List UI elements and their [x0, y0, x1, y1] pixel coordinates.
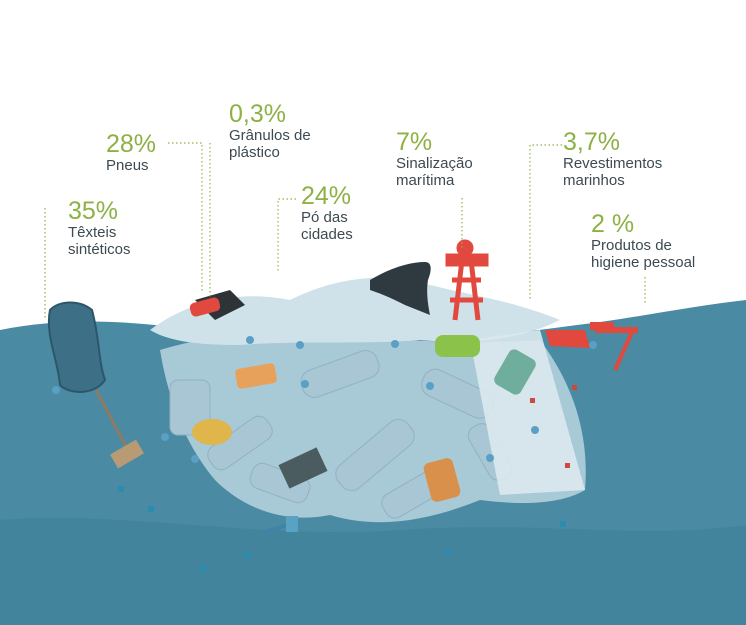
- whale-tail-icon: [370, 262, 431, 315]
- source-name: Sinalização: [396, 155, 473, 172]
- green-bottle: [494, 349, 536, 395]
- source-name-cont: cidades: [301, 226, 353, 243]
- razor-icon: [261, 516, 298, 535]
- percent-value: 3,7%: [563, 128, 620, 156]
- source-name: Grânulos de: [229, 127, 311, 144]
- buoy-icon: [445, 239, 489, 321]
- percent-value: 24%: [301, 182, 352, 210]
- source-name: Pneus: [106, 157, 149, 174]
- plastic-fragments: [118, 486, 566, 572]
- percent-value: 35%: [68, 197, 119, 225]
- source-name-cont: marítima: [396, 172, 455, 189]
- bottles: [169, 350, 513, 519]
- sea-shade: [0, 517, 746, 625]
- dark-bottle: [189, 297, 221, 317]
- percent-value: 0,3%: [229, 100, 286, 128]
- source-name: Têxteis: [68, 224, 117, 241]
- source-name: Pó das: [301, 209, 348, 226]
- source-name-cont: sintéticos: [68, 241, 131, 258]
- source-name-cont: marinhos: [563, 172, 625, 189]
- source-label-textiles: 35% Têxteis sintéticos: [68, 198, 131, 258]
- dark-box: [278, 447, 328, 489]
- source-name-cont: plástico: [229, 144, 280, 161]
- leader-coatings: [529, 144, 562, 300]
- percent-value: 2 %: [591, 210, 635, 238]
- percent-value: 7%: [396, 128, 433, 156]
- source-label-tyres: 28% Pneus: [106, 131, 156, 174]
- source-label-hygiene: 2 % Produtos de higiene pessoal: [591, 211, 695, 271]
- percent-value: 28%: [106, 130, 157, 158]
- leader-city-dust: [277, 198, 296, 272]
- source-name: Produtos de: [591, 237, 672, 254]
- red-fragments: [530, 385, 577, 468]
- mannequin-icon: [47, 301, 144, 469]
- microplastic-particles: [52, 336, 597, 463]
- red-shoe: [545, 330, 590, 348]
- source-label-city-dust: 24% Pó das cidades: [301, 183, 353, 243]
- source-label-pellets: 0,3% Grânulos de plástico: [229, 101, 311, 161]
- source-name-cont: higiene pessoal: [591, 254, 696, 271]
- green-can: [435, 335, 480, 357]
- source-name: Revestimentos: [563, 155, 663, 172]
- sponge-icon: [192, 419, 232, 445]
- cream-tube: [235, 363, 277, 389]
- source-label-coatings: 3,7% Revestimentos marinhos: [563, 129, 662, 189]
- toothbrush-icon: [590, 322, 638, 371]
- orange-cap: [423, 458, 461, 502]
- source-label-signals: 7% Sinalização marítima: [396, 129, 473, 189]
- leader-tyres: [168, 142, 203, 293]
